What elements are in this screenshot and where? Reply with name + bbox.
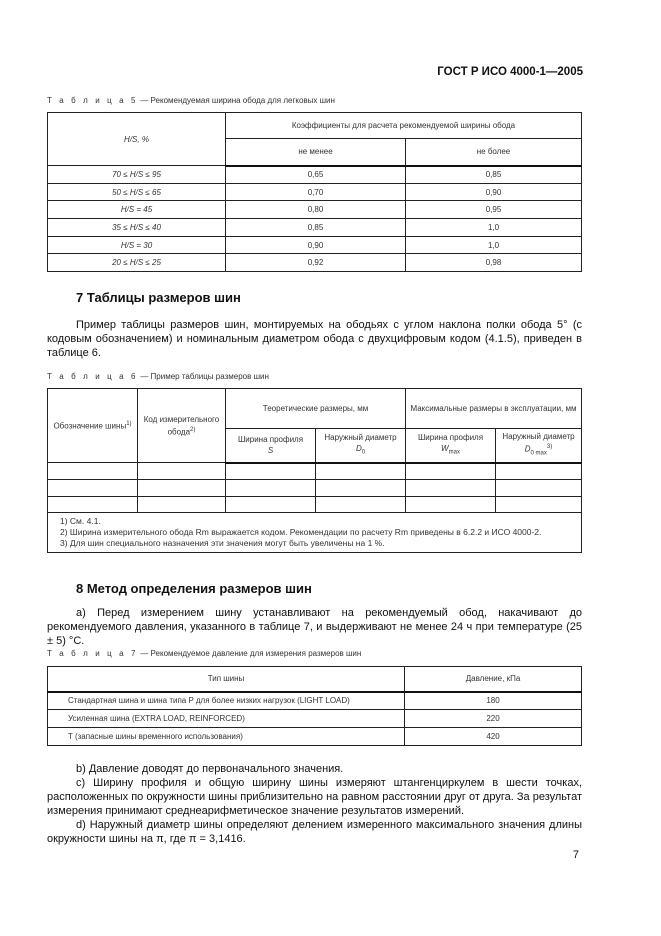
table-row: H/S = 30 0,90 1,0 [47,235,582,255]
table5: H/S, % Коэффициенты для расчета рекоменду… [47,112,582,273]
table-cell: 420 [404,727,582,746]
col-max: не более [405,138,582,167]
table5-caption: Т а б л и ц а 5 — Рекомендуемая ширина о… [47,96,335,105]
table-cell: H/S = 45 [47,200,226,220]
table-row [47,462,582,480]
table-cell: 0,85 [405,165,582,184]
section7-heading: 7 Таблицы размеров шин [76,290,241,305]
table-cell: 0,85 [225,218,406,237]
table-row: 35 ≤ H/S ≤ 40 0,85 1,0 [47,218,582,237]
table-row: Усиленная шина (EXTRA LOAD, REINFORCED) 2… [47,709,582,728]
table-cell: 0,65 [225,165,406,184]
col-pressure: Давление, кПа [404,666,582,693]
table-cell: 0,98 [405,253,582,273]
col-hs: H/S, % [124,134,149,144]
table-cell: 20 ≤ H/S ≤ 25 [47,253,226,273]
section8-para-a: a) Перед измерением шину устанавливают н… [47,607,582,647]
table-cell: T (запасные шины временного использовани… [47,727,405,746]
document-header: ГОСТ Р ИСО 4000-1—2005 [437,66,583,78]
section7-paragraph: Пример таблицы размеров шин, монтируемых… [47,319,582,359]
col-width-s: Ширина профиля S [225,428,316,464]
table-cell: 0,92 [225,253,406,273]
table-cell: 0,70 [225,182,406,202]
table-cell: Усиленная шина (EXTRA LOAD, REINFORCED) [47,709,405,728]
table6: Обозначение шины1) Код измерительного об… [47,388,582,553]
col-min: не менее [225,138,406,167]
table-cell: 1,0 [405,218,582,237]
table-cell: Стандартная шина и шина типа P для более… [47,691,405,710]
table6-footnotes: 1) См. 4.1. 2) Ширина измерительного обо… [47,512,582,553]
table7: Тип шины Давление, кПа Стандартная шина и… [47,666,582,746]
col-group: Коэффициенты для расчета рекомендуемой ш… [225,112,582,139]
col-rim-code: Код измерительного обода2) [137,388,226,463]
col-group-theoretical: Теоретические размеры, мм [225,388,406,429]
col-diam-d0: Наружный диаметр D0 [315,428,406,464]
section8-para-b: b) Давление доводят до первоначального з… [76,763,344,775]
table-row: 70 ≤ H/S ≤ 95 0,65 0,85 [47,165,582,184]
table-cell: 220 [404,709,582,728]
table-cell: 50 ≤ H/S ≤ 65 [47,182,226,202]
table-cell: 0,90 [405,182,582,202]
table-cell: 0,80 [225,200,406,220]
table7-caption: Т а б л и ц а 7 — Рекомендуемое давление… [47,649,362,658]
col-designation: Обозначение шины1) [47,388,138,463]
table-cell: H/S = 30 [47,235,226,255]
footnote: 3) Для шин специального назначения эти з… [60,538,385,548]
table-row [47,496,582,513]
table-cell: 0,95 [405,200,582,220]
footnote: 1) См. 4.1. [60,516,101,526]
table6-caption: Т а б л и ц а 6 — Пример таблицы размеро… [47,372,269,381]
col-group-max: Максимальные размеры в эксплуатации, мм [405,388,582,429]
section8-para-d: d) Наружный диаметр шины определяют деле… [47,819,582,845]
table-row: 50 ≤ H/S ≤ 65 0,70 0,90 [47,182,582,202]
table-row: T (запасные шины временного использовани… [47,727,582,746]
table-row: Стандартная шина и шина типа P для более… [47,691,582,710]
table-cell: 0,90 [225,235,406,255]
col-width-wmax: Ширина профиля Wmax [405,428,496,464]
table-cell: 180 [404,691,582,710]
table-cell: 70 ≤ H/S ≤ 95 [47,165,226,184]
table-cell: 1,0 [405,235,582,255]
col-diam-d0max: Наружный диаметр D0 max3) [495,428,582,464]
table-row: H/S = 45 0,80 0,95 [47,200,582,220]
section8-para-c: c) Ширину профиля и общую ширину шины из… [47,777,582,817]
page-number: 7 [572,849,579,861]
table-row [47,479,582,497]
table-cell: 35 ≤ H/S ≤ 40 [47,218,226,237]
col-tire-type: Тип шины [47,666,405,693]
section8-heading: 8 Метод определения размеров шин [76,581,312,596]
table-row: 20 ≤ H/S ≤ 25 0,92 0,98 [47,253,582,273]
footnote: 2) Ширина измерительного обода Rm выража… [60,527,542,537]
